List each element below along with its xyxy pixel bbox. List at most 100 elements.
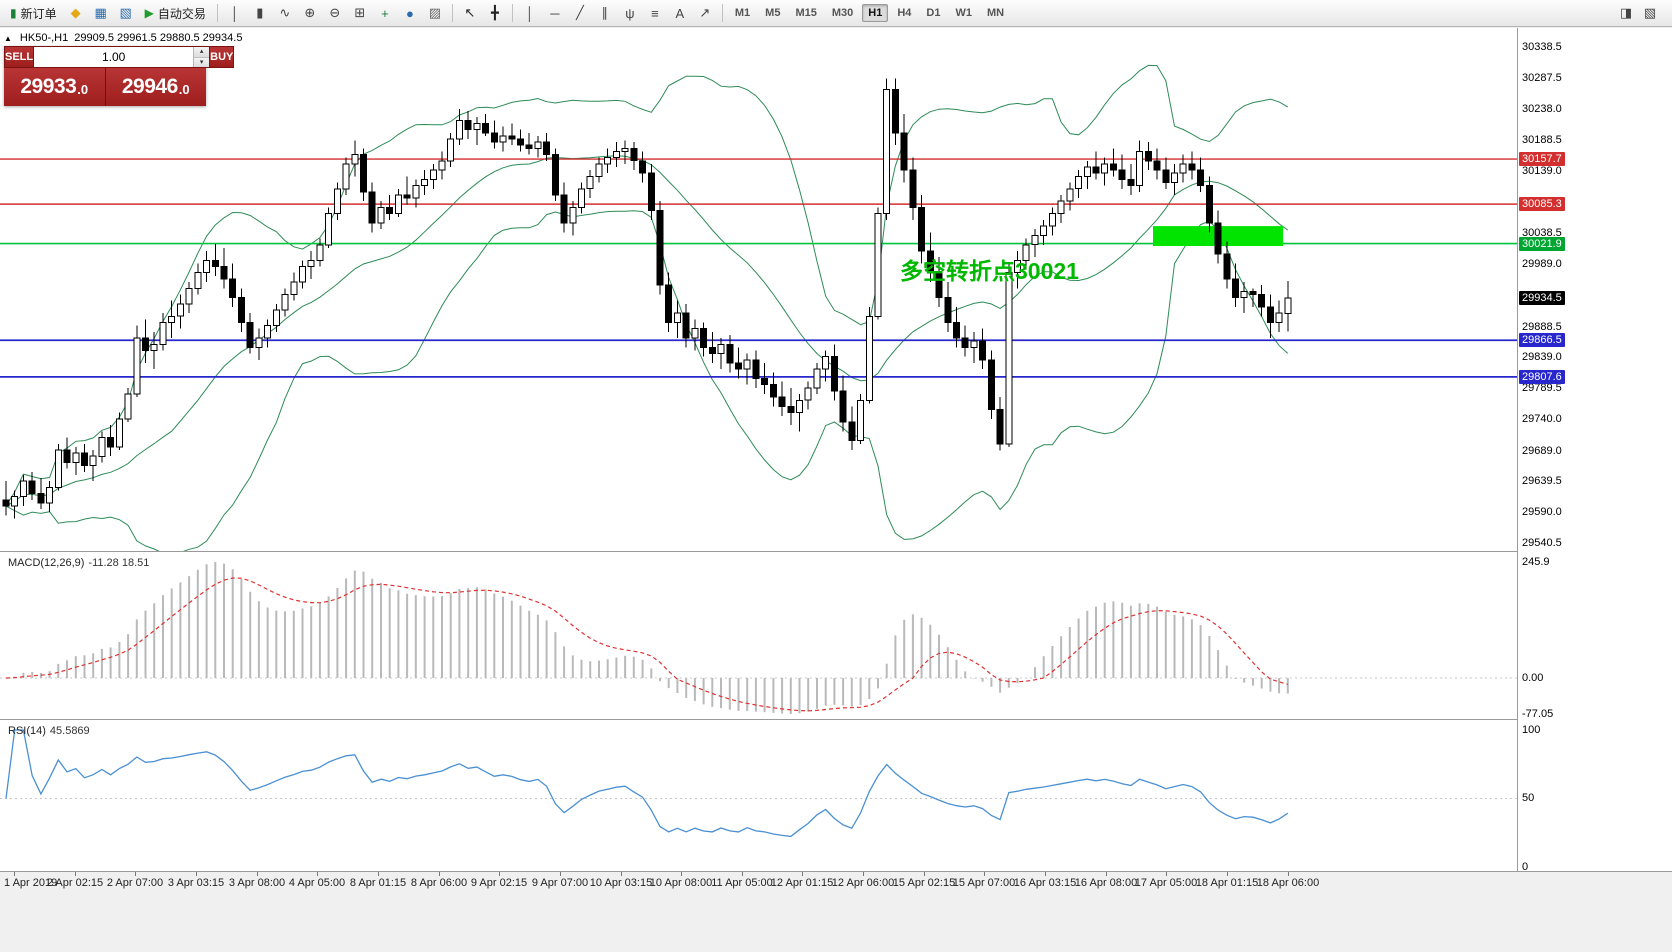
- templates-icon[interactable]: ▨: [428, 5, 442, 20]
- volume-up-button[interactable]: ▴: [194, 47, 210, 58]
- buy-price-main: 29946: [121, 75, 178, 98]
- toolbar-right-icon-2[interactable]: ▧: [1643, 5, 1657, 20]
- zoom-out-icon[interactable]: ⊖: [329, 5, 341, 20]
- price-axis-label: 29789.5: [1522, 382, 1562, 394]
- channel-icon[interactable]: ∥: [601, 5, 609, 20]
- timeframe-m1-button[interactable]: M1: [734, 7, 751, 19]
- time-axis-tick: [560, 872, 561, 876]
- macd-indicator-pane[interactable]: [0, 552, 1517, 719]
- time-axis-tick: [863, 872, 864, 876]
- volume-stepper: ▴ ▾: [34, 46, 210, 68]
- candlesticks: [2, 78, 1292, 519]
- timeframe-m5-button[interactable]: M5: [765, 7, 781, 19]
- time-axis-label: 9 Apr 02:15: [470, 877, 528, 889]
- time-axis-tick: [984, 872, 985, 876]
- volume-down-button[interactable]: ▾: [194, 57, 210, 67]
- sell-button[interactable]: SELL: [4, 46, 35, 68]
- time-axis-label: 10 Apr 03:15: [589, 877, 653, 889]
- buy-button[interactable]: BUY: [209, 46, 235, 68]
- horizontal-line-icon[interactable]: ─: [550, 5, 560, 21]
- price-axis-divider: [1517, 28, 1518, 871]
- time-axis-label: 8 Apr 06:00: [410, 877, 468, 889]
- pitchfork-icon[interactable]: ψ: [625, 5, 635, 21]
- rsi-indicator-pane[interactable]: [0, 720, 1517, 871]
- time-axis-tick: [317, 872, 318, 876]
- macd-values: -11.28 18.51: [88, 557, 150, 569]
- sell-price-quote[interactable]: 29933 .0: [4, 68, 106, 106]
- vertical-line-icon[interactable]: │: [525, 5, 534, 21]
- indicators-icon[interactable]: +: [381, 5, 389, 21]
- autotrading-button[interactable]: ▶ 自动交易: [139, 3, 212, 23]
- price-axis-label: 30287.5: [1522, 72, 1562, 84]
- timeframe-w1-button[interactable]: W1: [955, 7, 972, 19]
- market-watch-icon[interactable]: ▦: [94, 5, 107, 20]
- price-axis-label: 29639.5: [1522, 475, 1562, 487]
- time-axis-label: 11 Apr 05:00: [711, 877, 773, 889]
- price-axis-label: 29740.0: [1522, 413, 1562, 425]
- pane-divider[interactable]: [0, 551, 1672, 552]
- one-click-trading-panel: SELL ▴ ▾ BUY 29933 .0 29946 .0: [4, 46, 235, 106]
- cursor-icon[interactable]: ↖: [464, 5, 476, 20]
- toolbar-separator: [216, 4, 218, 22]
- rsi-value: 45.5869: [49, 725, 90, 737]
- time-axis-tick: [802, 872, 803, 876]
- price-axis[interactable]: 30338.5 30287.5 30238.0 30188.5 30139.0 30038…: [1518, 28, 1672, 873]
- resistance-line-2-price-tag: 30085.3: [1519, 197, 1565, 211]
- candle-chart-icon[interactable]: ▮: [256, 5, 264, 20]
- toolbar-separator: [451, 4, 453, 22]
- price-axis-label: 30338.5: [1522, 41, 1562, 53]
- time-axis-tick: [439, 872, 440, 876]
- time-axis-label: 18 Apr 01:15: [1195, 877, 1259, 889]
- price-chart[interactable]: [0, 28, 1517, 551]
- time-axis-tick: [378, 872, 379, 876]
- bollinger-bands: [5, 64, 1289, 551]
- timeframe-m15-button[interactable]: M15: [795, 7, 817, 19]
- time-axis-label: 2 Apr 02:15: [46, 877, 104, 889]
- timeframe-mn-button[interactable]: MN: [986, 7, 1005, 19]
- trendline-icon[interactable]: ╱: [575, 5, 584, 20]
- sell-price-main: 29933: [20, 75, 77, 98]
- text-icon[interactable]: A: [675, 5, 685, 21]
- price-axis-label: 30238.0: [1522, 103, 1562, 115]
- price-axis-label: 30188.5: [1522, 134, 1562, 146]
- time-axis-tick: [1045, 872, 1046, 876]
- time-axis-tick: [499, 872, 500, 876]
- toolbar-right-icon-1[interactable]: ◨: [1619, 5, 1633, 20]
- bar-chart-icon[interactable]: │: [230, 5, 239, 21]
- navigator-icon[interactable]: ▧: [119, 5, 132, 20]
- buy-price-quote[interactable]: 29946 .0: [106, 68, 207, 106]
- tile-windows-icon[interactable]: ⊞: [354, 5, 366, 20]
- line-chart-icon[interactable]: ∿: [279, 5, 291, 20]
- volume-input[interactable]: [34, 47, 194, 67]
- pivot-line-price-tag: 30021.9: [1519, 237, 1565, 251]
- pane-divider[interactable]: [0, 719, 1672, 720]
- buy-price-frac: .0: [178, 82, 190, 97]
- timeframe-h4-button[interactable]: H4: [897, 7, 912, 19]
- arrows-icon[interactable]: ↗: [699, 5, 711, 20]
- time-axis[interactable]: 1 Apr 2019 2 Apr 02:15 2 Apr 07:00 3 Apr 03…: [0, 871, 1672, 952]
- new-order-button[interactable]: ▮ 新订单: [4, 3, 63, 23]
- chart-title: ▲ HK50-,H1 29909.5 29961.5 29880.5 29934…: [4, 32, 242, 44]
- time-axis-tick: [75, 872, 76, 876]
- macd-histogram: [13, 562, 1289, 714]
- macd-axis-label: -77.05: [1522, 708, 1554, 720]
- support-line-1-price-tag: 29866.5: [1519, 333, 1565, 347]
- time-axis-label: 16 Apr 03:15: [1013, 877, 1077, 889]
- timeframe-d1-button[interactable]: D1: [926, 7, 941, 19]
- time-axis-label: 15 Apr 07:00: [952, 877, 1016, 889]
- fibonacci-icon[interactable]: ≡: [651, 5, 659, 21]
- new-order-icon: ▮: [10, 6, 17, 20]
- periods-icon[interactable]: ●: [405, 5, 414, 21]
- zoom-in-icon[interactable]: ⊕: [304, 5, 316, 20]
- metaeditor-icon[interactable]: ◆: [70, 5, 81, 20]
- horizontal-level-lines: [0, 158, 1517, 378]
- price-axis-label: 30139.0: [1522, 165, 1562, 177]
- support-line-2-price-tag: 29807.6: [1519, 370, 1565, 384]
- time-axis-tick: [1166, 872, 1167, 876]
- timeframe-m30-button[interactable]: M30: [831, 7, 854, 19]
- crosshair-icon[interactable]: ╋: [490, 5, 499, 20]
- time-axis-tick: [1288, 872, 1289, 876]
- one-click-panel-toggle[interactable]: ▲: [4, 33, 12, 43]
- timeframe-h1-button[interactable]: H1: [862, 4, 889, 22]
- time-axis-label: 9 Apr 07:00: [531, 877, 589, 889]
